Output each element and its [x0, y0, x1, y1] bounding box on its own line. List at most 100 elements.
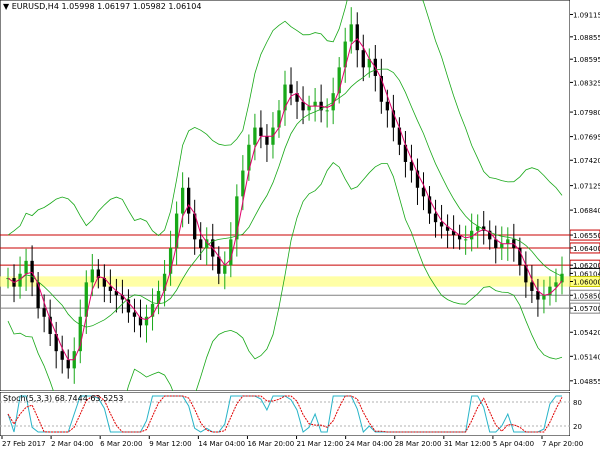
price-tick-label: 1.05140 — [573, 353, 600, 361]
candle — [470, 213, 474, 252]
candle — [433, 199, 438, 238]
stoch-axis-label: 80 — [573, 399, 582, 407]
time-tick-label: 14 Mar 04:00 — [198, 440, 245, 448]
chart-symbol: EURUSD,H4 — [11, 2, 59, 11]
candle — [427, 186, 432, 224]
candle — [313, 88, 317, 122]
stoch-axis-label: 20 — [573, 423, 582, 431]
candle — [542, 279, 546, 314]
candle — [259, 110, 263, 149]
price-tick-label: 1.08855 — [573, 34, 600, 42]
candle — [229, 222, 233, 278]
candle — [530, 265, 534, 303]
price-chart-panel[interactable] — [0, 0, 571, 437]
candle — [144, 304, 149, 343]
time-tick-label: 31 Mar 12:00 — [444, 440, 491, 448]
candle — [174, 201, 179, 266]
candle — [415, 158, 420, 205]
bollinger-upper — [7, 0, 563, 237]
price-tick-label: 1.07420 — [573, 157, 600, 165]
candle — [403, 131, 408, 178]
price-tick-label: 1.05420 — [573, 329, 600, 337]
time-tick-label: 6 Mar 20:00 — [100, 440, 142, 448]
time-tick-label: 28 Mar 20:00 — [395, 440, 442, 448]
time-tick-label: 7 Apr 20:00 — [542, 440, 583, 448]
candle — [223, 251, 227, 290]
candle — [277, 100, 281, 138]
stochastic-chart[interactable] — [0, 391, 571, 437]
candle — [30, 245, 34, 297]
candle — [476, 214, 480, 248]
candle — [307, 95, 311, 121]
candle — [265, 124, 269, 162]
candle — [114, 278, 119, 313]
price-tick-label: 1.06400 — [573, 245, 600, 253]
candle — [343, 27, 347, 83]
time-tick-label: 16 Mar 20:00 — [247, 440, 294, 448]
stochastic-label: Stoch(5,3,3) 68.7444 63.5253 — [3, 394, 124, 403]
candle — [193, 199, 197, 255]
candle — [524, 251, 528, 298]
candle — [54, 321, 58, 369]
candle — [162, 260, 167, 307]
bollinger-middle — [7, 68, 563, 328]
candle — [289, 67, 293, 106]
candle — [518, 237, 522, 276]
price-axis: 1.09115 1.08855 1.08595 1.08325 1.07980 1.076… — [569, 0, 600, 391]
price-tick-label: 1.07125 — [573, 183, 600, 191]
candle — [132, 298, 137, 333]
price-tick-label: 1.06104 — [573, 270, 600, 278]
candle — [488, 220, 492, 250]
stochastic-panel[interactable] — [0, 391, 571, 437]
candle — [445, 214, 450, 248]
candle — [560, 256, 564, 295]
price-tick-label: 1.06550 — [573, 232, 600, 240]
price-tick-label: 1.07980 — [573, 109, 600, 117]
price-tick-label: 1.05850 — [573, 292, 600, 300]
candle — [295, 81, 299, 119]
time-tick-label: 27 Feb 2017 — [2, 440, 46, 448]
candle — [217, 246, 221, 285]
price-tick-label: 1.09115 — [573, 11, 600, 19]
price-tick-label: 1.07695 — [573, 134, 600, 142]
candle — [126, 289, 131, 323]
chart-ohlc: 1.05998 1.06197 1.05982 1.06104 — [61, 2, 202, 11]
time-tick-label: 9 Mar 12:00 — [149, 440, 191, 448]
candle — [102, 264, 107, 303]
candle — [421, 172, 426, 211]
candle — [84, 270, 88, 334]
candle — [457, 224, 462, 250]
stoch-signal-line — [7, 395, 563, 433]
candle — [494, 225, 498, 264]
candle — [150, 288, 155, 331]
candle — [48, 299, 52, 346]
candle — [187, 177, 191, 224]
candle — [168, 230, 173, 286]
candle — [253, 113, 257, 161]
candle — [554, 268, 558, 303]
candle — [120, 279, 125, 314]
candle — [78, 299, 82, 364]
time-tick-label: 5 Apr 04:00 — [493, 440, 534, 448]
time-tick-label: 2 Mar 04:00 — [51, 440, 93, 448]
candle — [96, 259, 100, 289]
candle — [18, 256, 22, 299]
candle — [36, 272, 40, 319]
candle — [361, 34, 365, 82]
candle — [156, 280, 161, 315]
highlight-band — [0, 276, 570, 287]
chart-menu-arrow-icon[interactable]: ▼ — [3, 2, 10, 11]
candle — [66, 349, 70, 379]
price-tick-label: 1.05700 — [573, 305, 600, 313]
time-axis: 27 Feb 2017 2 Mar 04:00 6 Mar 20:00 9 Mar 1… — [0, 436, 600, 450]
candle — [283, 70, 287, 126]
candle — [337, 57, 341, 104]
candle — [235, 184, 239, 257]
price-chart[interactable] — [0, 0, 571, 437]
candle — [42, 294, 46, 333]
candle — [451, 215, 456, 249]
price-tick-label: 1.06200 — [573, 262, 600, 270]
time-tick-label: 24 Mar 04:00 — [346, 440, 393, 448]
candle — [60, 335, 64, 374]
candle — [355, 12, 359, 68]
